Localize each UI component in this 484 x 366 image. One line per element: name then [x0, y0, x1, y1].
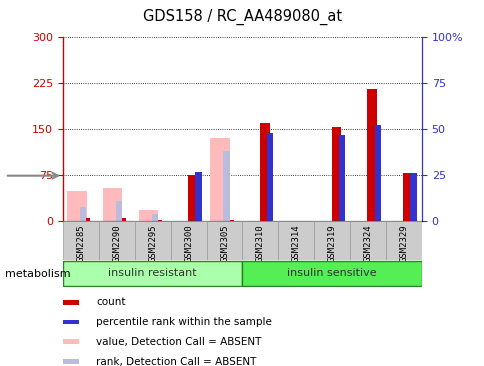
Bar	[349, 221, 385, 260]
Bar	[224, 220, 233, 221]
Text: GSM2310: GSM2310	[256, 224, 264, 262]
Text: GSM2290: GSM2290	[112, 224, 121, 262]
Bar	[266, 133, 273, 221]
Bar	[116, 201, 122, 221]
Bar	[99, 221, 135, 260]
Bar	[135, 221, 170, 260]
Bar	[206, 221, 242, 260]
Text: percentile rank within the sample: percentile rank within the sample	[96, 317, 272, 327]
Bar	[188, 175, 197, 221]
Bar	[151, 214, 158, 221]
Bar	[210, 138, 229, 221]
Bar	[63, 320, 79, 324]
Bar	[80, 207, 86, 221]
Bar	[367, 89, 377, 221]
Bar	[63, 300, 79, 305]
Text: GSM2295: GSM2295	[148, 224, 157, 262]
Bar	[314, 221, 349, 260]
Bar	[67, 191, 86, 221]
Text: GDS158 / RC_AA489080_at: GDS158 / RC_AA489080_at	[143, 9, 341, 25]
Bar	[103, 187, 122, 221]
Text: GSM2324: GSM2324	[363, 224, 372, 262]
Bar	[63, 359, 79, 364]
Text: metabolism: metabolism	[5, 269, 70, 279]
Text: GSM2329: GSM2329	[399, 224, 408, 262]
Text: GSM2300: GSM2300	[184, 224, 193, 262]
Bar	[63, 221, 99, 260]
Bar	[259, 123, 269, 221]
Bar	[374, 125, 380, 221]
Bar	[278, 221, 314, 260]
Bar	[80, 219, 90, 221]
Bar	[195, 172, 201, 221]
Bar	[338, 135, 345, 221]
Text: insulin resistant: insulin resistant	[108, 268, 197, 278]
Text: GSM2285: GSM2285	[76, 224, 85, 262]
Text: rank, Detection Call = ABSENT: rank, Detection Call = ABSENT	[96, 356, 256, 366]
Bar	[138, 210, 158, 221]
Text: count: count	[96, 297, 125, 307]
Bar	[116, 219, 126, 221]
Bar	[242, 221, 278, 260]
Bar	[409, 173, 416, 221]
Bar	[403, 173, 412, 221]
Text: GSM2314: GSM2314	[291, 224, 300, 262]
Bar	[331, 127, 341, 221]
Bar	[242, 261, 421, 286]
Text: GSM2319: GSM2319	[327, 224, 336, 262]
Bar	[223, 151, 229, 221]
Text: value, Detection Call = ABSENT: value, Detection Call = ABSENT	[96, 337, 261, 347]
Text: GSM2305: GSM2305	[220, 224, 228, 262]
Bar	[63, 261, 242, 286]
Bar	[170, 221, 206, 260]
Bar	[385, 221, 421, 260]
Bar	[152, 220, 162, 221]
Bar	[63, 340, 79, 344]
Text: insulin sensitive: insulin sensitive	[287, 268, 376, 278]
